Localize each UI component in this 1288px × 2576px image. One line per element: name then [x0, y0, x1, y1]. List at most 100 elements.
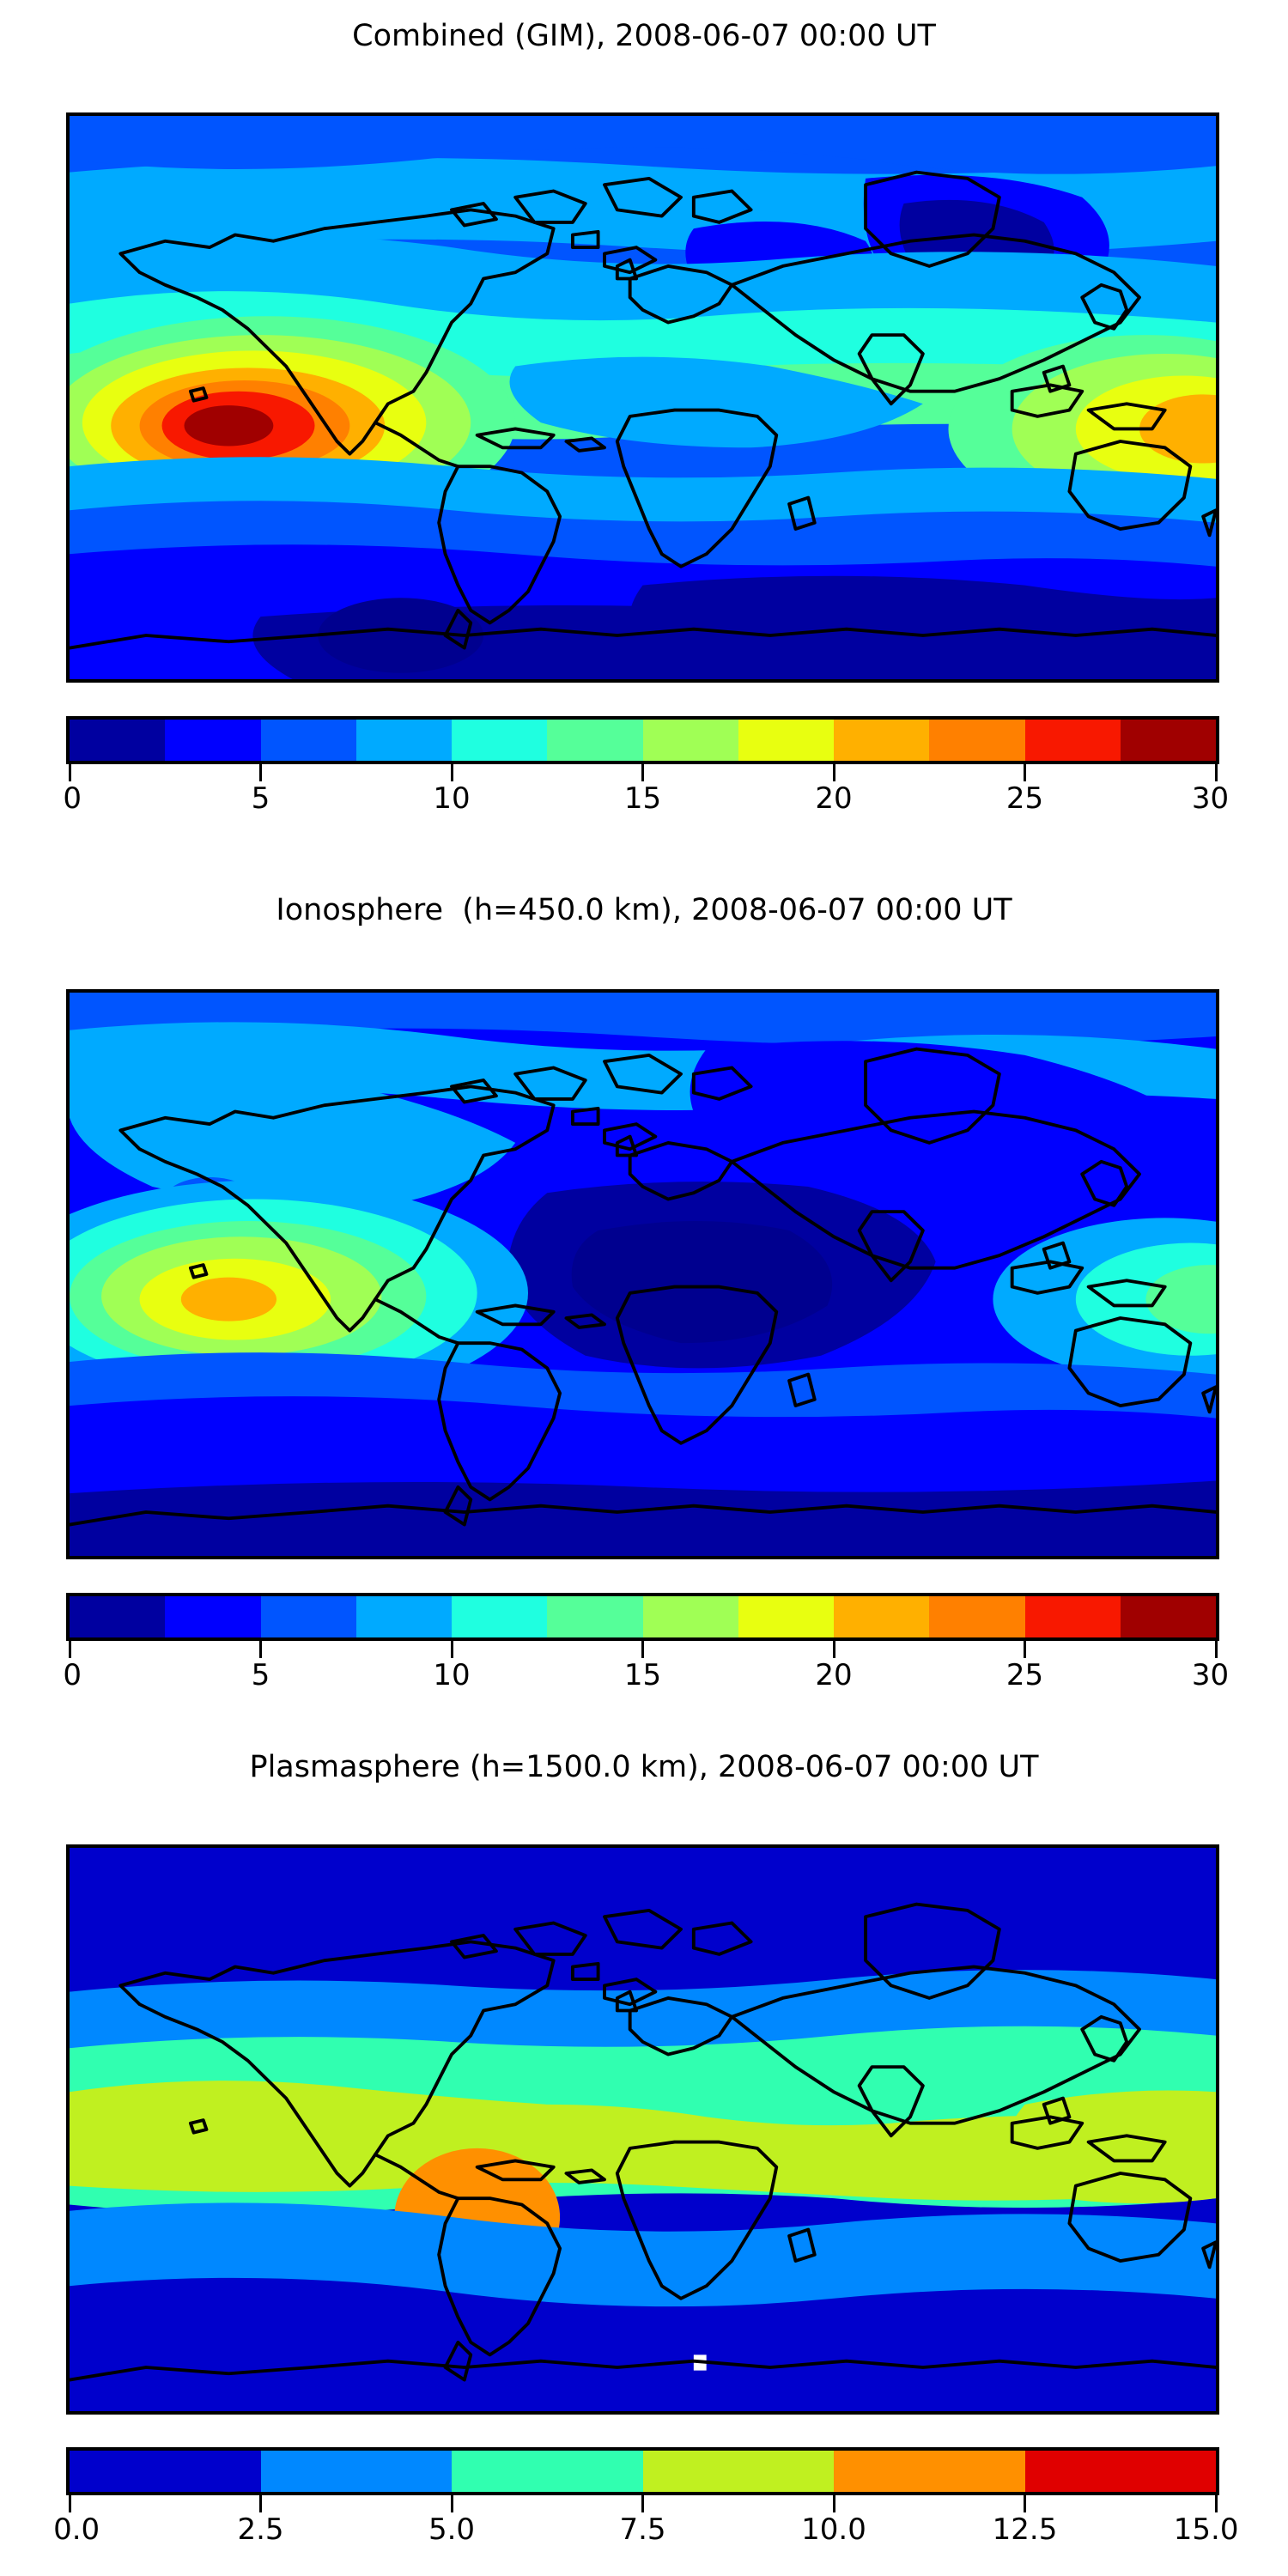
colorbar-band-6 — [642, 1596, 738, 1637]
colorbar-tick-label-3: 15 — [623, 1658, 662, 1692]
colorbar-tick-3 — [641, 2495, 644, 2512]
map-plasmasphere — [66, 1844, 1219, 2415]
colorbar-labels-1: 0 5 10 15 20 25 30 — [63, 1658, 1229, 1696]
colorbar-strip-2 — [66, 2447, 1219, 2495]
panel-title-ionosphere: Ionosphere (h=450.0 km), 2008-06-07 00:0… — [276, 893, 1012, 927]
colorbar-band-0 — [70, 2451, 261, 2492]
colorbar-tick-5 — [1024, 2495, 1026, 2512]
colorbar-tick-2 — [450, 2495, 453, 2512]
colorbar-ticks-0 — [66, 764, 1219, 781]
colorbar-band-10 — [1024, 720, 1121, 761]
coastlines — [70, 1047, 1216, 1527]
colorbar-tick-0 — [68, 2495, 71, 2512]
colorbar-tick-6 — [1214, 1641, 1218, 1658]
colorbar-band-3 — [355, 720, 452, 761]
coastlines — [70, 1902, 1216, 2382]
colorbar-tick-label-6: 30 — [1191, 1658, 1230, 1692]
colorbar-tick-3 — [641, 1641, 644, 1658]
colorbar-tick-4 — [832, 1641, 835, 1658]
colorbar-band-6 — [642, 720, 738, 761]
colorbar-band-2 — [260, 720, 356, 761]
colorbar-tick-label-5: 25 — [1005, 781, 1044, 816]
colorbar-band-5 — [547, 1596, 643, 1637]
colorbar-tick-label-2: 10 — [433, 781, 471, 816]
colorbar-ticks-1 — [66, 1641, 1219, 1658]
colorbar-band-11 — [1120, 720, 1216, 761]
colorbar-tick-4 — [832, 2495, 835, 2512]
colorbar-tick-label-0: 0 — [63, 1658, 82, 1692]
colorbar-tick-label-4: 20 — [815, 781, 853, 816]
colorbar-tick-6 — [1214, 2495, 1218, 2512]
panel-title-plasmasphere: Plasmasphere (h=1500.0 km), 2008-06-07 0… — [249, 1750, 1039, 1784]
coastlines — [70, 170, 1216, 650]
colorbar-tick-label-5: 25 — [1005, 1658, 1044, 1692]
colorbar-band-4 — [834, 2451, 1025, 2492]
map-combined-gim — [66, 112, 1219, 683]
colorbar-tick-label-3: 7.5 — [619, 2512, 666, 2547]
colorbar-band-3 — [355, 1596, 452, 1637]
colorbar-ticks-2 — [66, 2495, 1219, 2512]
colorbar-band-4 — [452, 720, 548, 761]
colorbar-tick-5 — [1024, 1641, 1026, 1658]
colorbar-tick-0 — [68, 764, 71, 781]
panel-ionosphere: Ionosphere (h=450.0 km), 2008-06-07 00:0… — [0, 859, 1288, 1735]
colorbar-tick-label-2: 10 — [433, 1658, 471, 1692]
colorbar-tick-label-1: 5 — [251, 781, 270, 816]
colorbar-combined-gim: 0 5 10 15 20 25 30 — [63, 716, 1229, 819]
colorbar-band-9 — [929, 1596, 1025, 1637]
colorbar-band-1 — [165, 720, 261, 761]
colorbar-tick-4 — [832, 764, 835, 781]
colorbar-band-8 — [834, 1596, 930, 1637]
colorbar-tick-label-2: 5.0 — [428, 2512, 476, 2547]
panel-plasmasphere: Plasmasphere (h=1500.0 km), 2008-06-07 0… — [0, 1735, 1288, 2576]
colorbar-strip-0 — [66, 716, 1219, 764]
colorbar-labels-0: 0 5 10 15 20 25 30 — [63, 781, 1229, 819]
colorbar-tick-label-0: 0 — [63, 781, 82, 816]
colorbar-band-5 — [547, 720, 643, 761]
colorbar-tick-0 — [68, 1641, 71, 1658]
colorbar-plasmasphere: 0.0 2.5 5.0 7.5 10.0 12.5 15.0 — [53, 2447, 1238, 2550]
colorbar-tick-3 — [641, 764, 644, 781]
colorbar-band-7 — [738, 720, 834, 761]
map-svg-combined-gim — [70, 116, 1216, 679]
colorbar-tick-label-0: 0.0 — [53, 2512, 100, 2547]
colorbar-tick-1 — [259, 1641, 262, 1658]
colorbar-labels-2: 0.0 2.5 5.0 7.5 10.0 12.5 15.0 — [53, 2512, 1238, 2550]
colorbar-band-8 — [834, 720, 930, 761]
colorbar-tick-label-4: 20 — [815, 1658, 853, 1692]
colorbar-band-9 — [929, 720, 1025, 761]
panel-combined-gim: Combined (GIM), 2008-06-07 00:00 UT — [0, 0, 1288, 859]
colorbar-tick-label-5: 12.5 — [992, 2512, 1058, 2547]
map-svg-plasmasphere — [70, 1848, 1216, 2411]
colorbar-band-2 — [452, 2451, 643, 2492]
colorbar-band-2 — [260, 1596, 356, 1637]
colorbar-band-11 — [1120, 1596, 1216, 1637]
map-ionosphere — [66, 989, 1219, 1559]
colorbar-band-1 — [165, 1596, 261, 1637]
colorbar-tick-6 — [1214, 764, 1218, 781]
map-svg-ionosphere — [70, 993, 1216, 1556]
colorbar-band-10 — [1024, 1596, 1121, 1637]
colorbar-tick-1 — [259, 2495, 262, 2512]
colorbar-tick-label-1: 5 — [251, 1658, 270, 1692]
colorbar-tick-2 — [450, 1641, 453, 1658]
colorbar-band-5 — [1024, 2451, 1216, 2492]
colorbar-tick-label-6: 15.0 — [1173, 2512, 1239, 2547]
colorbar-band-4 — [452, 1596, 548, 1637]
colorbar-tick-2 — [450, 764, 453, 781]
colorbar-tick-5 — [1024, 764, 1026, 781]
colorbar-tick-label-6: 30 — [1191, 781, 1230, 816]
colorbar-band-0 — [70, 720, 166, 761]
colorbar-band-3 — [642, 2451, 834, 2492]
colorbar-band-0 — [70, 1596, 166, 1637]
panel-title-combined-gim: Combined (GIM), 2008-06-07 00:00 UT — [352, 19, 936, 53]
colorbar-strip-1 — [66, 1593, 1219, 1641]
colorbar-tick-label-1: 2.5 — [237, 2512, 284, 2547]
colorbar-band-1 — [260, 2451, 452, 2492]
colorbar-tick-1 — [259, 764, 262, 781]
colorbar-band-7 — [738, 1596, 834, 1637]
colorbar-ionosphere: 0 5 10 15 20 25 30 — [63, 1593, 1229, 1696]
colorbar-tick-label-3: 15 — [623, 781, 662, 816]
colorbar-tick-label-4: 10.0 — [801, 2512, 866, 2547]
